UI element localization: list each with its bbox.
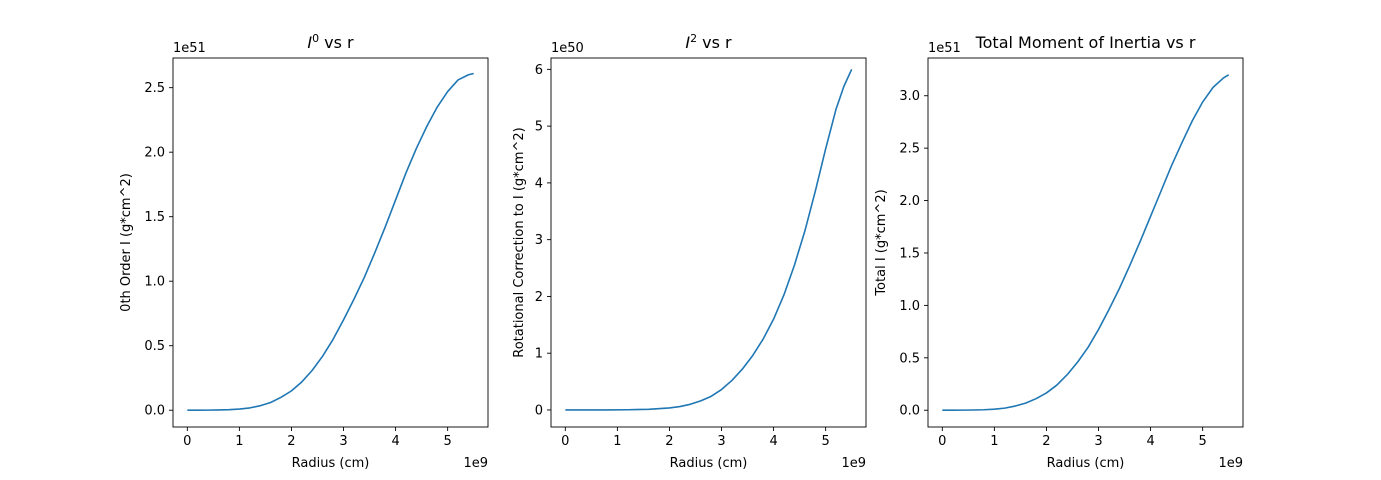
title-text: vs r [319, 33, 354, 52]
title-text: vs r [697, 33, 732, 52]
y-tick-label: 1.5 [144, 210, 165, 225]
y-tick-label: 0 [535, 403, 543, 418]
x-tick-label: 2 [665, 434, 673, 449]
x-tick-label: 1 [235, 434, 243, 449]
y-tick-label: 3.0 [899, 89, 920, 104]
y-tick-label: 2.0 [144, 146, 165, 161]
x-tick-label: 1 [990, 434, 998, 449]
chart-title: I0 vs r [307, 32, 354, 52]
x-tick-label: 2 [287, 434, 295, 449]
x-tick-label: 4 [1146, 434, 1154, 449]
x-tick-label: 3 [717, 434, 725, 449]
x-tick-label: 3 [339, 434, 347, 449]
y-tick-label: 4 [535, 176, 543, 191]
x-axis-label: Radius (cm) [292, 456, 370, 471]
x-offset-label: 1e9 [463, 456, 488, 471]
x-tick-label: 3 [1094, 434, 1102, 449]
axes-frame [927, 57, 1244, 428]
x-tick-label: 5 [822, 434, 830, 449]
x-tick-label: 5 [444, 434, 452, 449]
y-tick-label: 2.5 [899, 142, 920, 157]
x-offset-label: 1e9 [841, 456, 866, 471]
y-axis-label: 0th Order I (g*cm^2) [119, 173, 134, 312]
y-tick-label: 2.0 [899, 194, 920, 209]
x-tick-label: 5 [1199, 434, 1207, 449]
chart-title: Total Moment of Inertia vs r [975, 33, 1196, 52]
title-symbol: I [685, 33, 690, 52]
axes-frame [550, 57, 867, 428]
y-tick-label: 2.5 [144, 81, 165, 96]
y-tick-label: 3 [535, 233, 543, 248]
y-offset-label: 1e50 [551, 41, 584, 56]
title-superscript: 2 [690, 32, 697, 45]
y-tick-label: 0.0 [144, 404, 165, 419]
y-tick-label: 2 [535, 290, 543, 305]
x-axis-label: Radius (cm) [670, 456, 748, 471]
y-tick-label: 1.0 [899, 299, 920, 314]
x-tick-label: 0 [183, 434, 191, 449]
x-offset-label: 1e9 [1218, 456, 1243, 471]
title-symbol: I [307, 33, 312, 52]
y-axis-label: Total I (g*cm^2) [874, 189, 889, 296]
x-tick-label: 0 [561, 434, 569, 449]
x-tick-label: 0 [938, 434, 946, 449]
axes-frame [172, 57, 489, 428]
subplot-2: 0 1 2 3 4 5 0 1 2 3 4 5 6 1e9 1e50 Radius (cm) Rotationa… [512, 32, 867, 471]
data-line [942, 74, 1230, 412]
y-tick-label: 0.5 [144, 339, 165, 354]
y-tick-label: 1.0 [144, 275, 165, 290]
y-tick-label: 6 [535, 63, 543, 78]
x-axis-label: Radius (cm) [1047, 456, 1125, 471]
title-superscript: 0 [312, 32, 319, 45]
x-tick-label: 1 [613, 434, 621, 449]
y-tick-label: 1 [535, 347, 543, 362]
subplot-3: 0 1 2 3 4 5 0.0 0.5 1.0 1.5 2.0 2.5 3.0 1e9 1e51 Radius… [874, 33, 1244, 471]
y-tick-label: 0.5 [899, 351, 920, 366]
subplot-1: 0 1 2 3 4 5 0.0 0.5 1.0 1.5 2.0 2.5 1e9 1e51 Radius (c… [119, 32, 489, 471]
chart-title: I2 vs r [685, 32, 732, 52]
x-tick-label: 4 [769, 434, 777, 449]
data-line [187, 72, 474, 412]
y-tick-label: 1.5 [899, 246, 920, 261]
y-axis-label: Rotational Correction to I (g*cm^2) [512, 127, 527, 357]
x-tick-label: 2 [1042, 434, 1050, 449]
y-offset-label: 1e51 [928, 41, 961, 56]
x-tick-label: 4 [391, 434, 399, 449]
y-tick-label: 5 [535, 120, 543, 135]
subplot-panels: 0 1 2 3 4 5 0.0 0.5 1.0 1.5 2.0 2.5 1e9 1e51 Radius (c… [119, 32, 1244, 471]
y-offset-label: 1e51 [173, 41, 206, 56]
y-tick-label: 0.0 [899, 404, 920, 419]
data-line [565, 69, 853, 411]
